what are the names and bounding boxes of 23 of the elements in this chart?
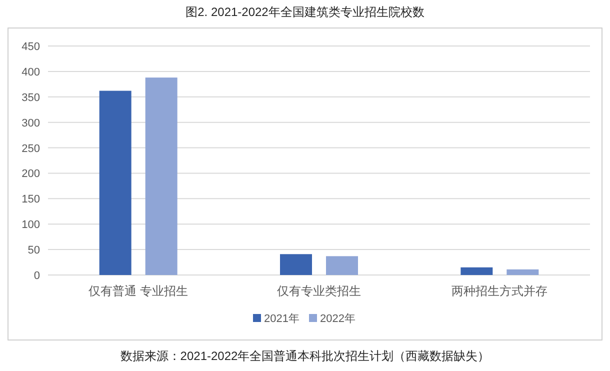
bar: [506, 269, 539, 275]
y-tick-label: 450: [22, 41, 40, 53]
chart-title: 图2. 2021-2022年全国建筑类专业招生院校数: [186, 5, 424, 19]
y-tick-label: 300: [22, 117, 40, 130]
y-tick-label: 0: [34, 270, 40, 282]
source-note: 数据来源：2021-2022年全国普通本科批次招生计划（西藏数据缺失）: [120, 349, 490, 363]
x-tick-label: 两种招生方式并存: [452, 284, 548, 298]
x-tick-label: 仅有普通 专业招生: [88, 284, 188, 298]
bar: [99, 90, 132, 275]
y-tick-label: 400: [22, 66, 40, 78]
y-tick-label: 100: [22, 219, 40, 232]
bar: [145, 78, 178, 275]
legend-label: 2021年: [264, 313, 300, 325]
bar: [460, 267, 493, 275]
legend-label: 2022年: [320, 313, 356, 325]
y-tick-label: 350: [22, 92, 40, 104]
y-tick-label: 50: [28, 244, 40, 257]
bar: [280, 254, 312, 275]
y-tick-label: 250: [22, 142, 40, 155]
x-tick-label: 仅有专业类招生: [277, 284, 361, 298]
y-tick-label: 200: [22, 168, 40, 180]
y-tick-label: 150: [22, 194, 40, 206]
bar: [326, 256, 358, 275]
